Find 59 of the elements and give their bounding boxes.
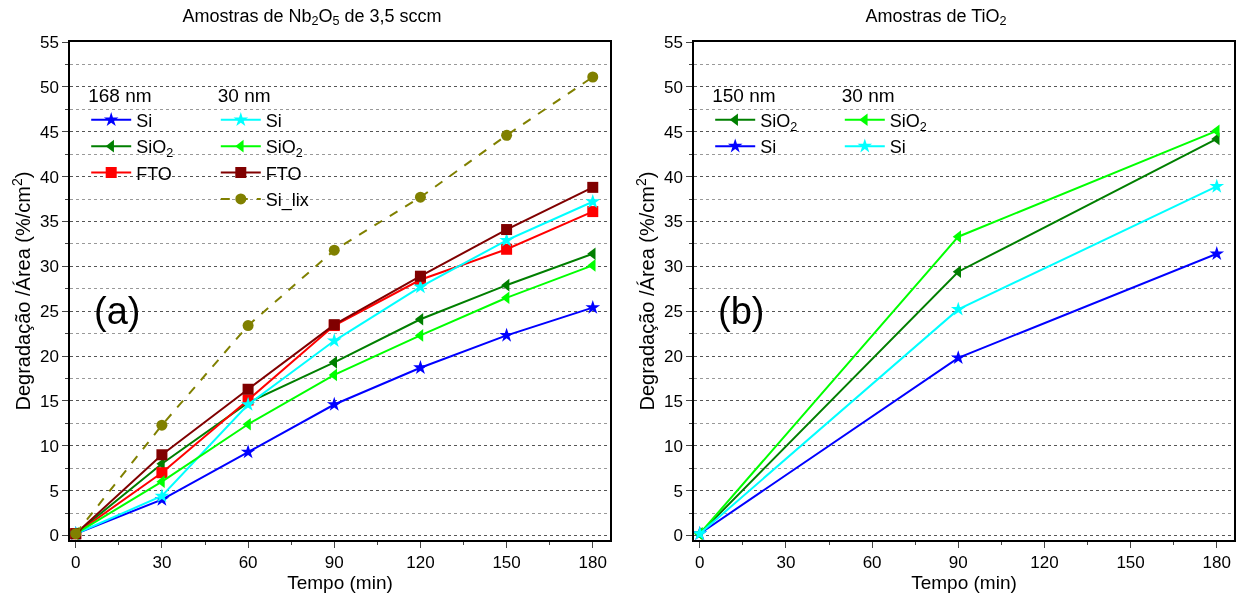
y-tick-label: 45 bbox=[39, 122, 59, 142]
x-tick-label: 180 bbox=[578, 553, 607, 573]
legend-label: SiO$_{2}$ bbox=[889, 110, 927, 134]
y-tick-label: 0 bbox=[49, 526, 59, 546]
y-tick-label: 35 bbox=[663, 212, 683, 232]
y-tick-label: 20 bbox=[663, 347, 683, 366]
y-tick-label: 15 bbox=[663, 391, 683, 411]
x-tick-label: 150 bbox=[1116, 553, 1145, 573]
y-tick-label: 35 bbox=[39, 212, 59, 232]
legend-label: FTO bbox=[265, 163, 302, 184]
x-tick-label: 180 bbox=[1202, 553, 1231, 573]
y-tick-label: 30 bbox=[663, 257, 683, 277]
annotation: 30 nm bbox=[217, 84, 271, 106]
y-tick-label: 45 bbox=[663, 122, 683, 142]
x-tick-label: 150 bbox=[492, 553, 521, 573]
chart-title: Amostras de TiO$_{2}$ bbox=[865, 5, 1007, 29]
legend-label: Si bbox=[889, 137, 906, 158]
legend-label: SiO$_{2}$ bbox=[265, 137, 303, 160]
y-tick-label: 25 bbox=[663, 302, 683, 322]
y-tick-label: 40 bbox=[39, 167, 59, 187]
x-tick-label: 90 bbox=[324, 553, 344, 573]
legend-label: SiO$_{2}$ bbox=[760, 110, 798, 134]
x-axis-title: Tempo (min) bbox=[287, 572, 393, 594]
x-tick-label: 120 bbox=[406, 553, 435, 573]
annotation: (a) bbox=[94, 290, 141, 332]
annotation: 168 nm bbox=[88, 84, 152, 106]
y-tick-label: 5 bbox=[49, 481, 59, 501]
x-axis-title: Tempo (min) bbox=[911, 572, 1017, 594]
y-tick-label: 30 bbox=[39, 257, 59, 277]
y-tick-label: 10 bbox=[39, 436, 59, 456]
x-tick-label: 0 bbox=[695, 553, 705, 573]
x-tick-label: 60 bbox=[238, 553, 258, 573]
x-tick-label: 0 bbox=[71, 553, 81, 573]
x-tick-label: 120 bbox=[1030, 553, 1059, 573]
y-tick-label: 20 bbox=[39, 347, 59, 366]
y-tick-label: 25 bbox=[39, 302, 59, 322]
y-tick-label: 50 bbox=[39, 77, 59, 97]
y-tick-label: 5 bbox=[673, 481, 683, 501]
y-tick-label: 10 bbox=[663, 436, 683, 456]
annotation: 150 nm bbox=[712, 84, 776, 106]
legend-label: Si bbox=[136, 110, 153, 131]
y-tick-label: 0 bbox=[673, 526, 683, 546]
x-tick-label: 90 bbox=[948, 553, 968, 573]
legend-label: Si_lix bbox=[265, 189, 309, 211]
annotation: (b) bbox=[718, 290, 765, 332]
legend-label: Si bbox=[760, 137, 777, 158]
x-tick-label: 60 bbox=[862, 553, 882, 573]
legend-label: FTO bbox=[136, 163, 172, 184]
legend-label: Si bbox=[265, 110, 282, 131]
legend-label: SiO$_{2}$ bbox=[136, 137, 174, 160]
annotation: 30 nm bbox=[841, 84, 895, 106]
y-tick-label: 55 bbox=[663, 32, 683, 52]
y-tick-label: 55 bbox=[39, 32, 59, 52]
x-tick-label: 30 bbox=[152, 553, 172, 573]
y-tick-label: 15 bbox=[39, 391, 59, 411]
x-tick-label: 30 bbox=[776, 553, 796, 573]
chart-title: Amostras de Nb$_{2}$O$_{5}$ de 3,5 sccm bbox=[182, 5, 442, 29]
y-tick-label: 50 bbox=[663, 77, 683, 97]
y-tick-label: 40 bbox=[663, 167, 683, 187]
